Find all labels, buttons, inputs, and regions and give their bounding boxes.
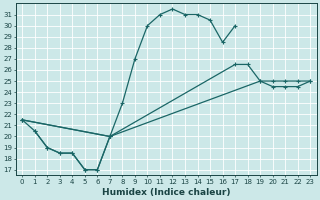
X-axis label: Humidex (Indice chaleur): Humidex (Indice chaleur): [102, 188, 230, 197]
